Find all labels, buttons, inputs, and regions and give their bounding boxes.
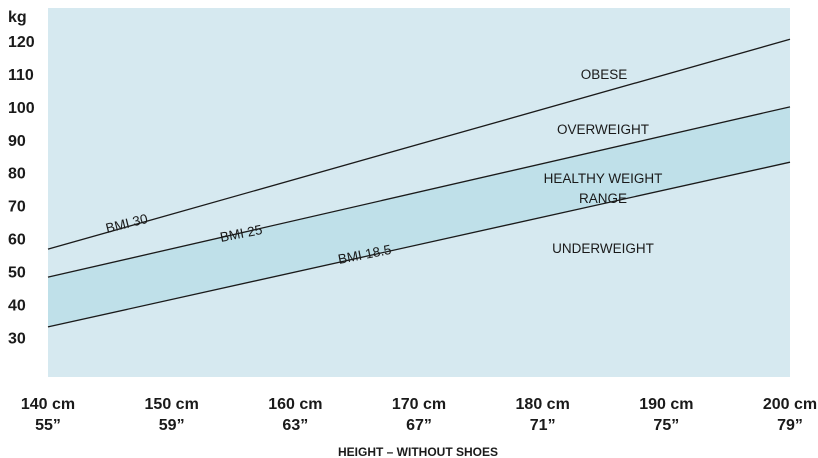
x-tick-label-cm: 180 cm	[516, 396, 570, 413]
x-tick-label-cm: 170 cm	[392, 396, 446, 413]
y-tick-label: 100	[8, 100, 35, 117]
y-tick-label: 70	[8, 199, 26, 216]
y-tick-label: 60	[8, 232, 26, 249]
y-tick-label: 80	[8, 166, 26, 183]
y-tick-label: 90	[8, 133, 26, 150]
x-tick-label-inch: 67”	[406, 417, 432, 434]
y-tick-label: 50	[8, 265, 26, 282]
x-tick-label-inch: 55”	[35, 417, 61, 434]
series-line-bmi-25	[47, 106, 791, 278]
series-line-bmi-30	[47, 38, 791, 250]
y-axis-unit-label: kg	[8, 9, 27, 26]
y-tick-label: 30	[8, 330, 26, 347]
series-line-bmi-18-5	[47, 161, 791, 328]
region-label-healthy-weight: HEALTHY WEIGHT	[544, 171, 663, 186]
x-tick-label-cm: 200 cm	[763, 396, 817, 413]
y-tick-label: 40	[8, 298, 26, 315]
region-label-obese: OBESE	[581, 67, 628, 82]
x-tick-label-inch: 63”	[282, 417, 308, 434]
y-tick-label: 110	[8, 67, 34, 84]
y-tick-label: 120	[8, 34, 35, 51]
healthy-weight-band	[48, 106, 790, 327]
x-tick-label-cm: 190 cm	[639, 396, 693, 413]
x-tick-label-inch: 59”	[159, 417, 185, 434]
x-tick-label-cm: 160 cm	[268, 396, 322, 413]
x-tick-label-inch: 79”	[777, 417, 803, 434]
x-tick-label-inch: 75”	[653, 417, 679, 434]
x-axis-title: HEIGHT – WITHOUT SHOES	[338, 445, 498, 458]
region-label-range: RANGE	[579, 191, 627, 206]
x-tick-label-cm: 140 cm	[21, 396, 75, 413]
x-tick-label-cm: 150 cm	[145, 396, 199, 413]
region-label-overweight: OVERWEIGHT	[557, 122, 649, 137]
x-tick-label-inch: 71”	[530, 417, 556, 434]
region-label-underweight: UNDERWEIGHT	[552, 241, 654, 256]
